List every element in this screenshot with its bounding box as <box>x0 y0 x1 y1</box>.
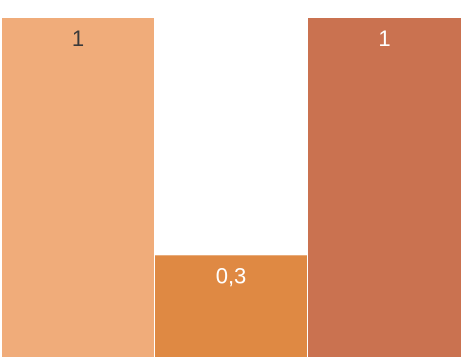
data-label-1: 1 <box>72 26 84 51</box>
bars-group <box>2 18 461 357</box>
bar-3 <box>308 18 461 357</box>
data-label-3: 1 <box>378 26 390 51</box>
bar-1 <box>2 18 154 357</box>
data-label-2: 0,3 <box>216 263 247 288</box>
bar-2 <box>155 255 307 357</box>
data-labels-group: 10,31 <box>72 26 391 288</box>
